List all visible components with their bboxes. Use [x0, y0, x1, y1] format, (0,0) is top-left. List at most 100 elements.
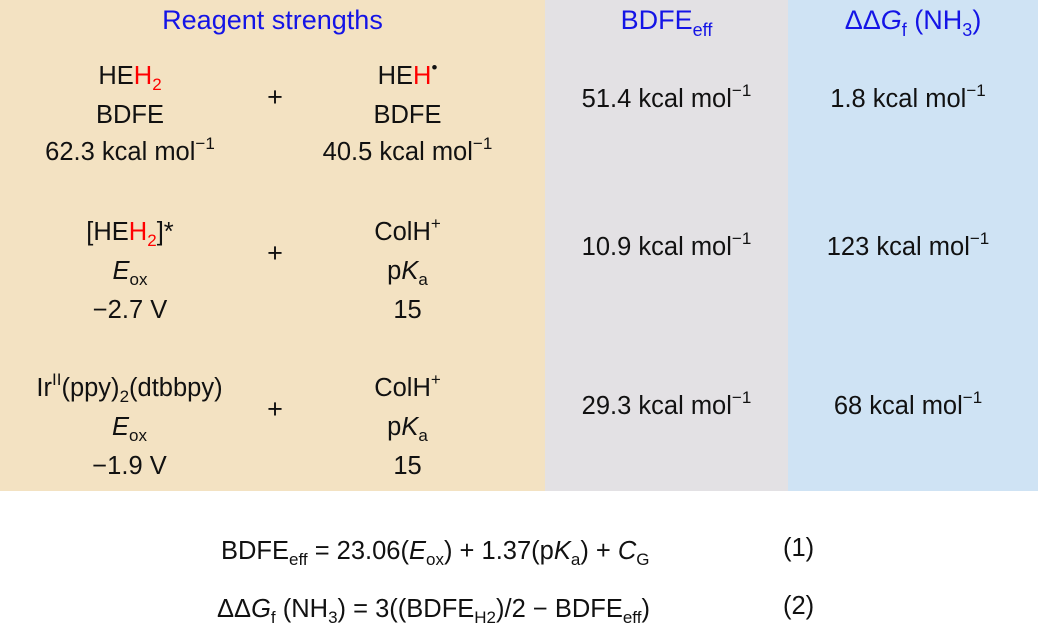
- row1-left-line1: HEH2: [20, 58, 240, 97]
- row1-ddg-value: 1.8 kcal mol: [830, 85, 967, 113]
- equation-2: ΔΔGf (NH3) = 3((BDFEH2)/2 − BDFEeff): [217, 592, 650, 629]
- row1-left-reagent: HEH2 BDFE 62.3 kcal mol−1: [20, 58, 240, 173]
- bdfe-header-base: BDFE: [620, 5, 693, 35]
- equation-2-number: (2): [783, 592, 815, 620]
- row1-left-formula-sub: 2: [152, 75, 162, 94]
- row1-left-value-sup: −1: [195, 134, 215, 153]
- equation-2-part: H2: [474, 608, 497, 627]
- ddg-header-subscript: f: [901, 20, 907, 40]
- row2-right-p: p: [387, 257, 402, 285]
- row2-right-formula-sup: +: [430, 214, 441, 233]
- row1-right-line3: 40.5 kcal mol−1: [295, 134, 520, 173]
- row1-ddg-sup: −1: [966, 81, 986, 100]
- row3-bdfe-eff: 29.3 kcal mol−1: [545, 388, 788, 421]
- row2-left-e-symbol: E: [112, 257, 130, 285]
- equation-1-part: BDFE: [221, 537, 290, 565]
- equation-2-part: ) = 3((BDFE: [337, 595, 475, 623]
- row2-left-line3: −2.7 V: [92, 296, 168, 324]
- equation-2-part: )/2 − BDFE: [496, 595, 623, 623]
- row1-left-line2: BDFE: [95, 101, 164, 129]
- row2-bdfe-eff: 10.9 kcal mol−1: [545, 229, 788, 262]
- row1-right-reagent: HEH• BDFE 40.5 kcal mol−1: [295, 58, 520, 173]
- row1-right-formula-pre: HE: [377, 62, 414, 90]
- equation-2-part: (NH: [275, 595, 329, 623]
- row3-right-line2: pKa: [295, 409, 520, 448]
- reagent-strengths-header: Reagent strengths: [0, 3, 545, 37]
- row2-right-a-sub: a: [418, 270, 428, 289]
- bdfe-eff-panel: [545, 0, 788, 491]
- equation-2-part: f: [270, 608, 276, 627]
- equation-1-number: (1): [783, 534, 815, 562]
- row2-delta-delta-g: 123 kcal mol−1: [788, 229, 1028, 262]
- row3-left-oxidation-state: II: [52, 370, 62, 389]
- equation-2-part: G: [251, 595, 271, 623]
- row1-left-formula-pre: HE: [98, 62, 134, 90]
- equation-1-part: E: [408, 537, 426, 565]
- equation-1-part: K: [553, 537, 571, 565]
- ddg-header-prefix: ΔΔ: [844, 5, 881, 35]
- row2-left-reagent: [HEH2]* Eox −2.7 V: [20, 214, 240, 329]
- equation-1-part: ox: [426, 550, 444, 569]
- reagent-strengths-header-text: Reagent strengths: [162, 5, 383, 35]
- row2-right-k: K: [401, 257, 419, 285]
- equation-1-part: = 23.06(: [307, 537, 409, 565]
- row2-left-line1: [HEH2]*: [20, 214, 240, 253]
- row1-left-value: 62.3 kcal mol: [45, 138, 196, 166]
- row3-left-ppy: (ppy): [61, 374, 120, 402]
- row3-right-reagent: ColH+ pKa 15: [295, 370, 520, 485]
- equation-2-part: eff: [622, 608, 642, 627]
- row3-delta-delta-g: 68 kcal mol−1: [788, 388, 1028, 421]
- equation-1-part: G: [636, 550, 650, 569]
- row3-ddg-sup: −1: [962, 388, 983, 407]
- row3-left-dtbbpy: (dtbbpy): [129, 374, 223, 402]
- row2-right-reagent: ColH+ pKa 15: [295, 214, 520, 329]
- row1-left-formula-h: H: [133, 62, 153, 90]
- bdfe-eff-header: BDFEeff: [545, 3, 788, 40]
- equation-1-part: a: [570, 550, 581, 569]
- row2-ddg-value: 123 kcal mol: [826, 233, 970, 261]
- row3-right-k: K: [401, 413, 419, 441]
- row2-left-formula-h: H: [128, 218, 148, 246]
- row3-left-ox-sub: ox: [129, 426, 147, 445]
- row3-right-line1: ColH+: [295, 370, 520, 409]
- row1-plus: +: [267, 82, 283, 112]
- row1-right-value: 40.5 kcal mol: [322, 138, 473, 166]
- row3-left-ppy-sub: 2: [119, 387, 130, 406]
- ddg-header-nh3-subscript: 3: [962, 20, 973, 40]
- row3-right-formula-sup: +: [430, 370, 441, 389]
- row1-bdfe-eff-value: 51.4 kcal mol: [581, 85, 732, 113]
- equation-1-part: eff: [289, 550, 308, 569]
- ddg-header-g: G: [880, 5, 902, 35]
- row1-left-line3: 62.3 kcal mol−1: [20, 134, 240, 173]
- row2-left-formula-sub: 2: [147, 231, 157, 250]
- row2-left-formula-post: ]*: [156, 218, 174, 246]
- equation-2-part: ): [641, 595, 650, 623]
- row1-right-radical-dot: •: [431, 58, 438, 77]
- row2-left-ox-sub: ox: [129, 270, 148, 289]
- row1-right-value-sup: −1: [472, 134, 493, 153]
- equation-1: BDFEeff = 23.06(Eox) + 1.37(pKa) + CG: [221, 534, 650, 571]
- row1-right-line2: BDFE: [373, 101, 442, 129]
- row2-bdfe-eff-value: 10.9 kcal mol: [581, 233, 732, 261]
- row1-right-formula-h: H: [413, 62, 432, 90]
- row3-plus: +: [267, 394, 283, 424]
- bdfe-header-subscript: eff: [692, 20, 713, 40]
- row3-left-line1: IrII(ppy)2(dtbbpy): [12, 370, 247, 409]
- equation-1-part: C: [617, 537, 637, 565]
- row2-left-line2: Eox: [20, 253, 240, 292]
- equation-2-part: ΔΔ: [217, 595, 252, 623]
- row2-ddg-sup: −1: [969, 229, 990, 248]
- row3-bdfe-eff-sup: −1: [731, 388, 752, 407]
- row1-bdfe-eff-sup: −1: [731, 81, 752, 100]
- row2-right-line3: 15: [393, 296, 422, 324]
- row3-right-formula: ColH: [374, 374, 431, 402]
- delta-delta-g-panel: [788, 0, 1038, 491]
- row3-right-a-sub: a: [418, 426, 428, 445]
- row3-left-ir: Ir: [36, 374, 52, 402]
- reagent-strengths-panel: [0, 0, 545, 491]
- equation-2-part: 3: [328, 608, 338, 627]
- row2-left-formula-pre: [HE: [86, 218, 129, 246]
- equation-1-part: ) +: [580, 537, 618, 565]
- row2-right-line1: ColH+: [295, 214, 520, 253]
- delta-delta-g-header: ΔΔGf (NH3): [788, 3, 1038, 40]
